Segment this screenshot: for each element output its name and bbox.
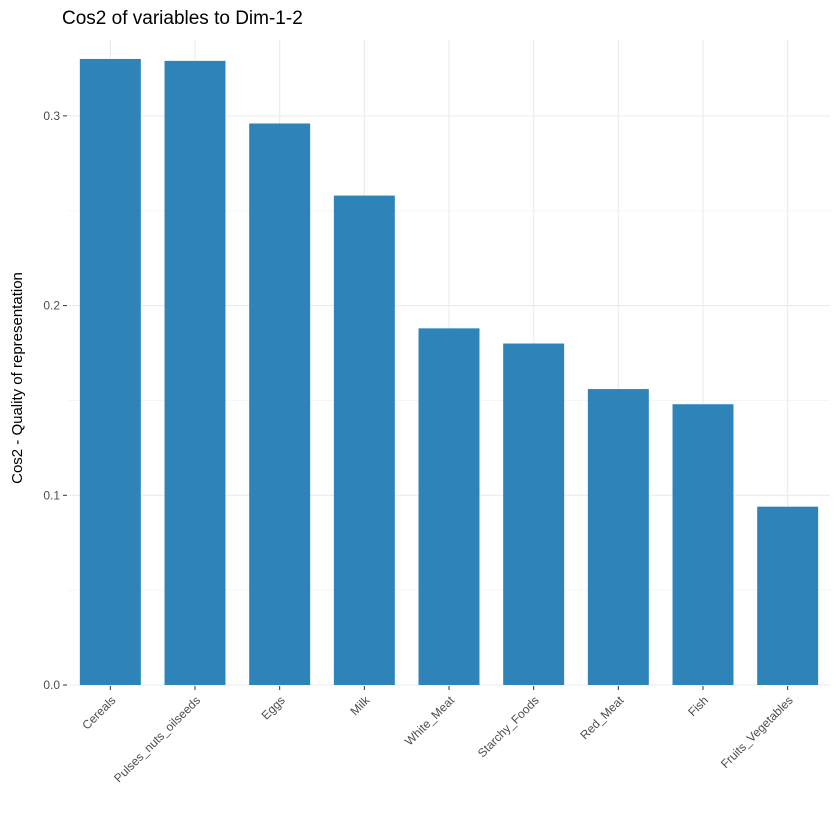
x-tick-label: Fruits_Vegetables xyxy=(718,693,796,771)
bar-pulses-nuts-oilseeds xyxy=(164,60,226,685)
y-axis: 0.0 0.1 0.2 0.3 xyxy=(43,109,67,692)
x-tick-label: Fish xyxy=(685,693,711,719)
x-tick-label: Pulses_nuts_oilseeds xyxy=(111,693,203,785)
bar-fish xyxy=(672,404,734,685)
bar-starchy-foods xyxy=(503,343,565,685)
y-tick-label: 0.1 xyxy=(43,488,60,502)
y-tick-label: 0.0 xyxy=(43,678,60,692)
x-tick-label: Red_Meat xyxy=(577,693,627,743)
x-tick-label: Starchy_Foods xyxy=(475,693,542,760)
bars xyxy=(79,58,819,686)
bar-cereals xyxy=(79,58,141,686)
bar-milk xyxy=(333,195,395,685)
bar-red-meat xyxy=(587,389,649,685)
y-axis-label: Cos2 - Quality of representation xyxy=(9,272,26,484)
bar-white-meat xyxy=(418,328,480,685)
chart-title: Cos2 of variables to Dim-1-2 xyxy=(62,8,303,29)
y-tick-label: 0.3 xyxy=(43,109,60,123)
bar-eggs xyxy=(249,123,311,686)
x-tick-label: Milk xyxy=(347,693,373,719)
x-tick-label: Cereals xyxy=(79,693,118,732)
y-tick-label: 0.2 xyxy=(43,299,60,313)
x-tick-label: Eggs xyxy=(259,693,288,722)
bar-fruits-vegetables xyxy=(757,506,819,685)
x-tick-label: White_Meat xyxy=(402,693,458,749)
